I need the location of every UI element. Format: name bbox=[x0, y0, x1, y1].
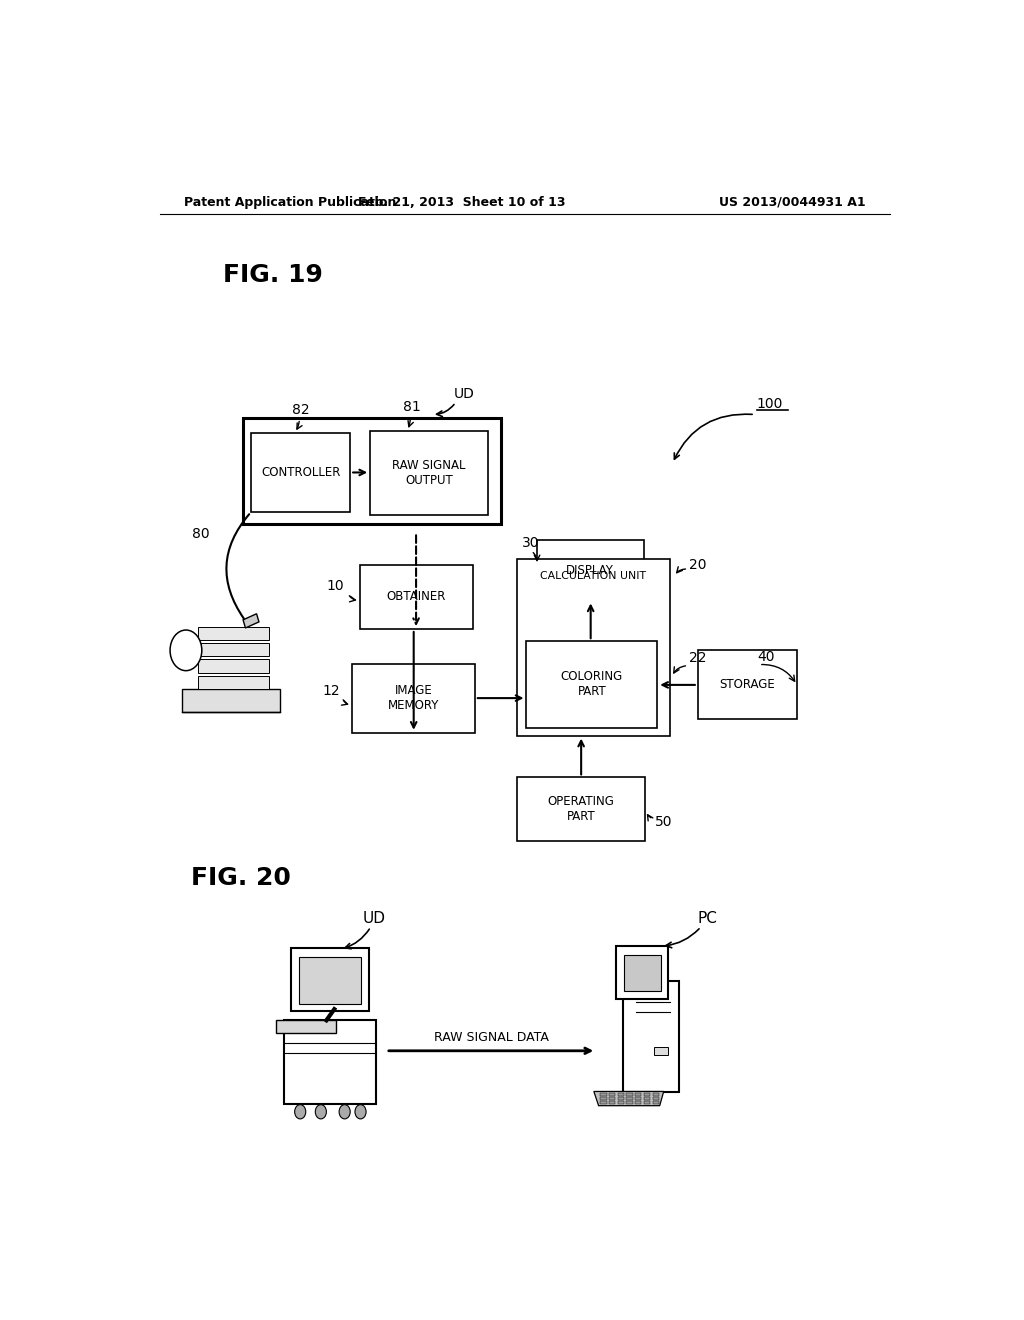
FancyBboxPatch shape bbox=[299, 957, 360, 1005]
Polygon shape bbox=[635, 1101, 641, 1104]
FancyBboxPatch shape bbox=[517, 777, 645, 841]
Text: 50: 50 bbox=[655, 816, 673, 829]
FancyBboxPatch shape bbox=[198, 660, 269, 673]
Text: STORAGE: STORAGE bbox=[720, 678, 775, 692]
Polygon shape bbox=[617, 1093, 624, 1096]
Text: IMAGE
MEMORY: IMAGE MEMORY bbox=[388, 684, 439, 711]
Polygon shape bbox=[600, 1093, 606, 1096]
Polygon shape bbox=[627, 1097, 633, 1100]
Text: PC: PC bbox=[697, 911, 717, 927]
Circle shape bbox=[170, 630, 202, 671]
FancyBboxPatch shape bbox=[198, 627, 269, 640]
FancyBboxPatch shape bbox=[526, 642, 657, 727]
FancyBboxPatch shape bbox=[291, 948, 370, 1011]
Text: 80: 80 bbox=[193, 528, 210, 541]
Circle shape bbox=[295, 1105, 306, 1119]
Polygon shape bbox=[609, 1101, 615, 1104]
Text: 10: 10 bbox=[327, 579, 344, 593]
Polygon shape bbox=[627, 1101, 633, 1104]
Text: 82: 82 bbox=[292, 404, 310, 417]
Text: CONTROLLER: CONTROLLER bbox=[261, 466, 340, 479]
Text: Patent Application Publication: Patent Application Publication bbox=[183, 195, 396, 209]
Polygon shape bbox=[627, 1093, 633, 1096]
FancyBboxPatch shape bbox=[251, 433, 350, 512]
Polygon shape bbox=[182, 689, 281, 713]
Text: OBTAINER: OBTAINER bbox=[387, 590, 446, 603]
Text: 22: 22 bbox=[689, 652, 707, 665]
Text: 20: 20 bbox=[689, 558, 707, 572]
Polygon shape bbox=[243, 614, 259, 628]
Text: Feb. 21, 2013  Sheet 10 of 13: Feb. 21, 2013 Sheet 10 of 13 bbox=[357, 195, 565, 209]
Text: UD: UD bbox=[362, 911, 385, 927]
Text: RAW SIGNAL
OUTPUT: RAW SIGNAL OUTPUT bbox=[392, 459, 466, 487]
FancyBboxPatch shape bbox=[370, 430, 487, 515]
Text: US 2013/0044931 A1: US 2013/0044931 A1 bbox=[720, 195, 866, 209]
Text: FIG. 20: FIG. 20 bbox=[191, 866, 292, 890]
Polygon shape bbox=[635, 1097, 641, 1100]
Polygon shape bbox=[644, 1101, 650, 1104]
Polygon shape bbox=[635, 1093, 641, 1096]
Polygon shape bbox=[652, 1101, 658, 1104]
Text: COLORING
PART: COLORING PART bbox=[561, 671, 623, 698]
Text: 12: 12 bbox=[323, 684, 340, 698]
Circle shape bbox=[355, 1105, 367, 1119]
FancyBboxPatch shape bbox=[243, 417, 501, 524]
Text: 40: 40 bbox=[758, 651, 775, 664]
Polygon shape bbox=[609, 1097, 615, 1100]
Text: 81: 81 bbox=[403, 400, 421, 414]
Polygon shape bbox=[600, 1097, 606, 1100]
FancyBboxPatch shape bbox=[352, 664, 475, 733]
Text: DISPLAY: DISPLAY bbox=[566, 564, 614, 577]
Polygon shape bbox=[644, 1093, 650, 1096]
Text: CALCULATION UNIT: CALCULATION UNIT bbox=[541, 572, 646, 581]
FancyBboxPatch shape bbox=[198, 676, 269, 689]
Polygon shape bbox=[644, 1097, 650, 1100]
FancyBboxPatch shape bbox=[624, 981, 679, 1093]
FancyBboxPatch shape bbox=[276, 1020, 336, 1032]
FancyBboxPatch shape bbox=[285, 1020, 376, 1104]
FancyBboxPatch shape bbox=[616, 946, 669, 999]
Text: RAW SIGNAL DATA: RAW SIGNAL DATA bbox=[434, 1031, 549, 1044]
Polygon shape bbox=[617, 1097, 624, 1100]
FancyBboxPatch shape bbox=[624, 956, 660, 991]
Text: UD: UD bbox=[454, 387, 474, 401]
FancyBboxPatch shape bbox=[537, 540, 644, 601]
Text: 30: 30 bbox=[522, 536, 540, 549]
Text: 100: 100 bbox=[757, 397, 783, 412]
Polygon shape bbox=[609, 1093, 615, 1096]
Polygon shape bbox=[600, 1101, 606, 1104]
Polygon shape bbox=[652, 1093, 658, 1096]
FancyBboxPatch shape bbox=[359, 565, 473, 630]
FancyBboxPatch shape bbox=[654, 1047, 669, 1055]
Text: FIG. 19: FIG. 19 bbox=[223, 263, 324, 288]
Polygon shape bbox=[652, 1097, 658, 1100]
FancyBboxPatch shape bbox=[198, 643, 269, 656]
FancyBboxPatch shape bbox=[517, 558, 670, 735]
Polygon shape bbox=[594, 1092, 664, 1106]
Text: OPERATING
PART: OPERATING PART bbox=[548, 796, 614, 824]
Circle shape bbox=[315, 1105, 327, 1119]
Polygon shape bbox=[617, 1101, 624, 1104]
Circle shape bbox=[339, 1105, 350, 1119]
FancyBboxPatch shape bbox=[697, 651, 797, 719]
